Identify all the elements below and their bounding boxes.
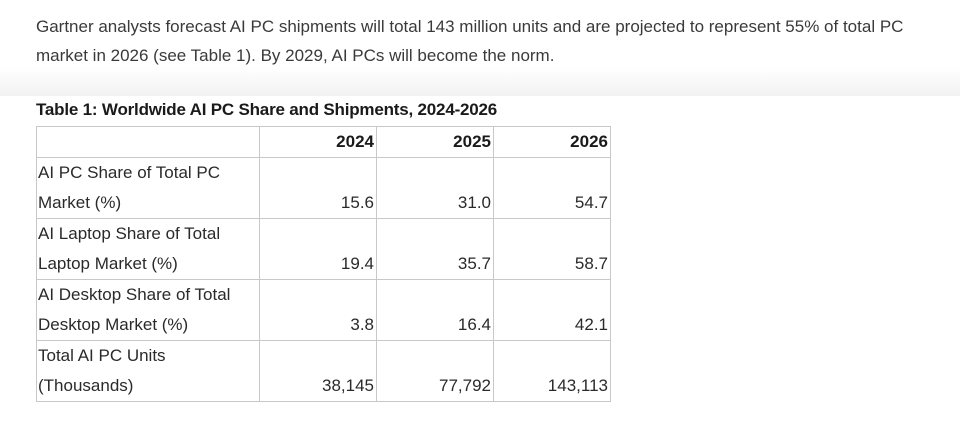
cell-value: 42.1 <box>493 279 611 341</box>
cell-value: 16.4 <box>376 279 494 341</box>
cell-value: 15.6 <box>259 157 377 219</box>
cell-value: 3.8 <box>259 279 377 341</box>
cell-value: 77,792 <box>376 340 494 402</box>
table-title: Table 1: Worldwide AI PC Share and Shipm… <box>36 100 498 119</box>
cell-value: 58.7 <box>493 218 611 280</box>
cell-value: 143,113 <box>493 340 611 402</box>
row-label: AI Desktop Share of Total Desktop Market… <box>36 279 260 341</box>
cell-value: 19.4 <box>259 218 377 280</box>
intro-background <box>0 0 960 96</box>
header-corner <box>36 126 260 158</box>
table-row: AI Laptop Share of Total Laptop Market (… <box>36 218 611 280</box>
row-label: AI Laptop Share of Total Laptop Market (… <box>36 218 260 280</box>
table-row: AI Desktop Share of Total Desktop Market… <box>36 279 611 341</box>
header-2025: 2025 <box>376 126 494 158</box>
cell-value: 54.7 <box>493 157 611 219</box>
cell-value: 31.0 <box>376 157 494 219</box>
row-label: AI PC Share of Total PC Market (%) <box>36 157 260 219</box>
table-row: Total AI PC Units (Thousands) 38,145 77,… <box>36 340 611 402</box>
header-2024: 2024 <box>259 126 377 158</box>
cell-value: 35.7 <box>376 218 494 280</box>
header-2026: 2026 <box>493 126 611 158</box>
intro-paragraph: Gartner analysts forecast AI PC shipment… <box>36 17 904 65</box>
table-header-row: 2024 2025 2026 <box>36 126 611 158</box>
row-label: Total AI PC Units (Thousands) <box>36 340 260 402</box>
table-row: AI PC Share of Total PC Market (%) 15.6 … <box>36 157 611 219</box>
cell-value: 38,145 <box>259 340 377 402</box>
ai-pc-share-table: 2024 2025 2026 AI PC Share of Total PC M… <box>36 126 611 402</box>
